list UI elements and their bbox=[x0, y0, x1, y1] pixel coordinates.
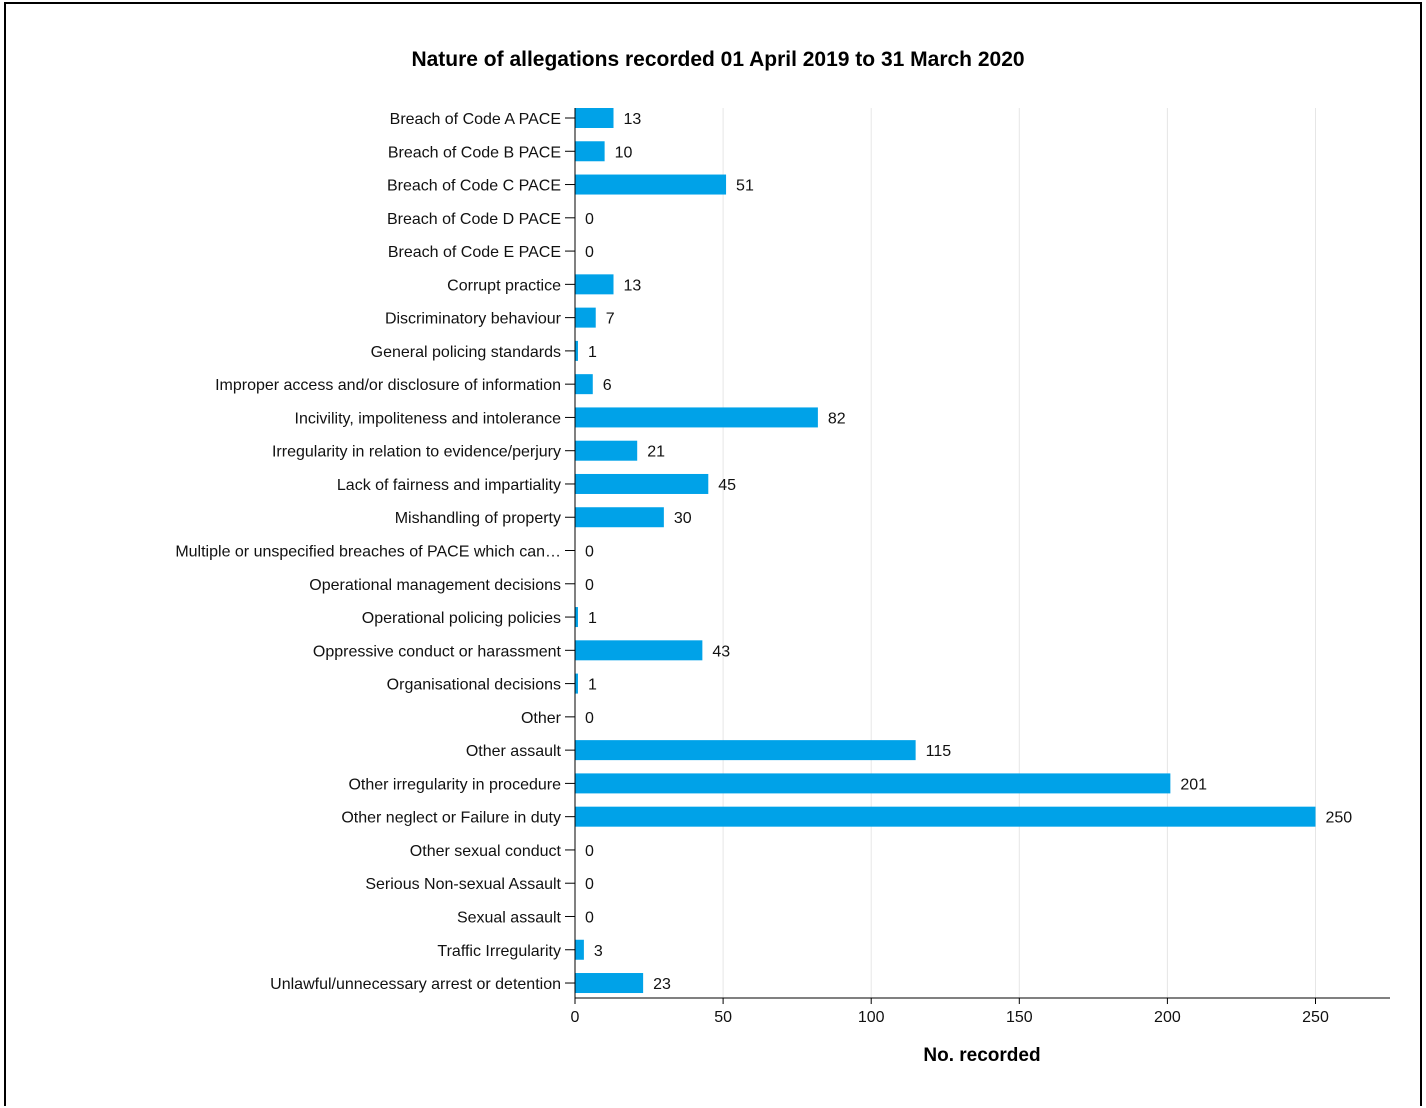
category-label: General policing standards bbox=[371, 344, 561, 361]
category-label: Incivility, impoliteness and intolerance bbox=[295, 410, 562, 427]
bar bbox=[575, 806, 1316, 827]
bar bbox=[575, 740, 916, 761]
category-label: Lack of fairness and impartiality bbox=[337, 477, 561, 494]
bars bbox=[575, 108, 1316, 994]
bar bbox=[575, 607, 578, 628]
bar bbox=[575, 473, 709, 494]
value-label: 51 bbox=[736, 178, 754, 195]
value-label: 0 bbox=[585, 909, 594, 926]
category-label: Serious Non-sexual Assault bbox=[365, 876, 561, 893]
x-tick-label: 150 bbox=[1006, 1009, 1033, 1026]
category-label: Breach of Code C PACE bbox=[387, 178, 561, 195]
value-label: 0 bbox=[585, 577, 594, 594]
value-label: 10 bbox=[615, 144, 633, 161]
category-label: Other irregularity in procedure bbox=[348, 776, 561, 793]
category-label: Multiple or unspecified breaches of PACE… bbox=[175, 544, 561, 561]
category-label: Operational management decisions bbox=[309, 577, 561, 594]
value-label: 13 bbox=[624, 111, 642, 128]
category-label: Breach of Code A PACE bbox=[390, 111, 561, 128]
x-axis-title: No. recorded bbox=[923, 1045, 1040, 1066]
category-label: Organisational decisions bbox=[387, 677, 561, 694]
value-label: 0 bbox=[585, 843, 594, 860]
value-label: 30 bbox=[674, 510, 692, 527]
bar bbox=[575, 939, 584, 960]
x-tick-label: 100 bbox=[858, 1009, 885, 1026]
bar bbox=[575, 407, 818, 428]
bar-chart: Nature of allegations recorded 01 April … bbox=[175, 48, 1390, 1066]
bar bbox=[575, 108, 614, 128]
value-label: 250 bbox=[1326, 810, 1353, 827]
category-label: Operational policing policies bbox=[362, 610, 561, 627]
x-tick-label: 250 bbox=[1302, 1009, 1329, 1026]
value-label: 6 bbox=[603, 377, 612, 394]
value-label: 201 bbox=[1180, 776, 1207, 793]
value-label: 0 bbox=[585, 710, 594, 727]
value-label: 0 bbox=[585, 211, 594, 228]
category-label: Sexual assault bbox=[457, 909, 562, 926]
value-label: 0 bbox=[585, 244, 594, 261]
category-label: Breach of Code B PACE bbox=[388, 144, 561, 161]
category-label: Other sexual conduct bbox=[410, 843, 562, 860]
category-label: Discriminatory behaviour bbox=[385, 311, 562, 328]
category-label: Corrupt practice bbox=[447, 277, 561, 294]
bar bbox=[575, 507, 664, 528]
category-label: Improper access and/or disclosure of inf… bbox=[215, 377, 561, 394]
chart-frame: Nature of allegations recorded 01 April … bbox=[4, 2, 1422, 1106]
bar bbox=[575, 640, 703, 661]
bar bbox=[575, 374, 593, 395]
bar bbox=[575, 973, 644, 994]
category-label: Irregularity in relation to evidence/per… bbox=[272, 444, 561, 461]
bar bbox=[575, 141, 605, 162]
category-label: Breach of Code E PACE bbox=[388, 244, 561, 261]
value-label: 1 bbox=[588, 610, 597, 627]
value-label: 21 bbox=[647, 444, 665, 461]
category-label: Oppressive conduct or harassment bbox=[313, 643, 562, 660]
grid-lines bbox=[722, 108, 1316, 999]
value-label: 0 bbox=[585, 876, 594, 893]
x-tick-label: 200 bbox=[1154, 1009, 1181, 1026]
value-label: 13 bbox=[624, 277, 642, 294]
value-label: 1 bbox=[588, 344, 597, 361]
value-label: 1 bbox=[588, 677, 597, 694]
value-label: 45 bbox=[718, 477, 736, 494]
value-label: 7 bbox=[606, 311, 615, 328]
axes: 0 50 100 150 200 250 bbox=[565, 108, 1390, 1026]
bar bbox=[575, 673, 578, 694]
value-label: 82 bbox=[828, 410, 846, 427]
chart-title: Nature of allegations recorded 01 April … bbox=[411, 48, 1024, 71]
value-label: 43 bbox=[712, 643, 730, 660]
bar bbox=[575, 773, 1171, 794]
value-label: 0 bbox=[585, 544, 594, 561]
x-tick-label: 0 bbox=[571, 1009, 580, 1026]
bar bbox=[575, 274, 614, 295]
bar bbox=[575, 174, 727, 195]
category-label: Unlawful/unnecessary arrest or detention bbox=[270, 976, 561, 993]
value-label: 23 bbox=[653, 976, 671, 993]
x-tick-label: 50 bbox=[714, 1009, 732, 1026]
category-label: Other neglect or Failure in duty bbox=[341, 810, 561, 827]
bar bbox=[575, 340, 578, 361]
category-label: Other assault bbox=[466, 743, 562, 760]
category-label: Other bbox=[521, 710, 562, 727]
bar bbox=[575, 307, 596, 328]
value-label: 115 bbox=[926, 743, 952, 760]
category-label: Breach of Code D PACE bbox=[387, 211, 561, 228]
category-label: Traffic Irregularity bbox=[437, 943, 561, 960]
bar bbox=[575, 440, 638, 461]
value-label: 3 bbox=[594, 943, 603, 960]
category-label: Mishandling of property bbox=[395, 510, 561, 527]
